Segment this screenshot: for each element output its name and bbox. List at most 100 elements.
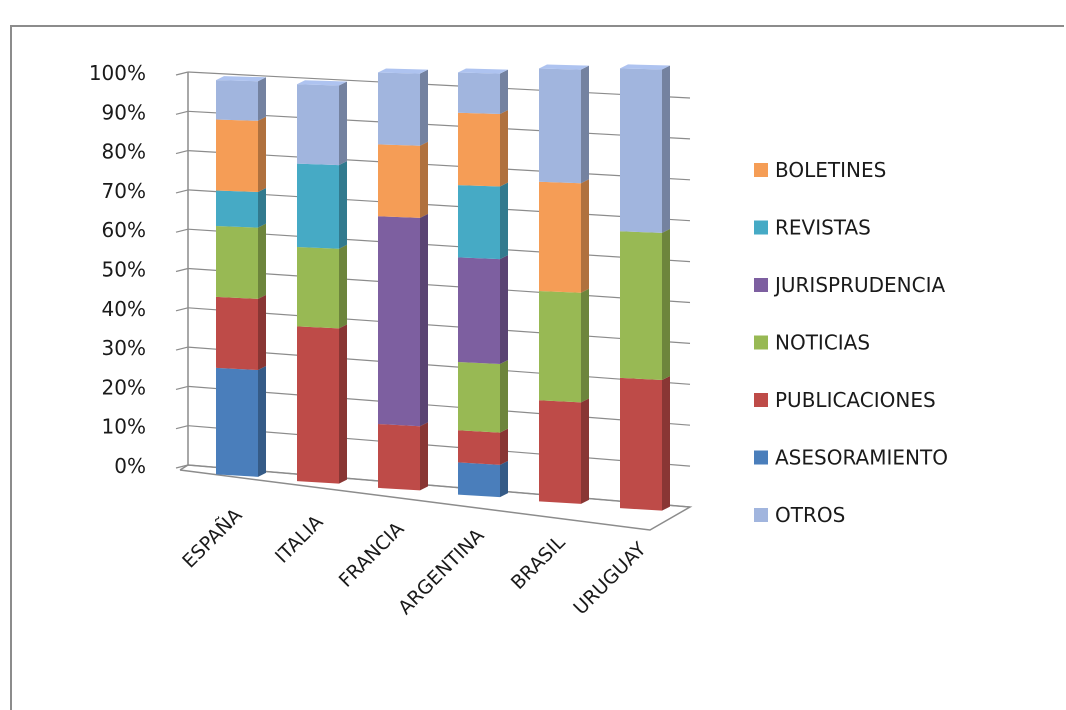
legend-item: JURISPRUDENCIA (754, 273, 945, 297)
bars (216, 64, 670, 511)
bar-segment-side (258, 116, 266, 193)
legend-label: ASESORAMIENTO (775, 446, 948, 470)
bar-segment-front (539, 290, 581, 403)
bar-segment-side (581, 65, 589, 184)
bar-segment-side (258, 188, 266, 228)
bar-top-face (216, 76, 266, 82)
bar-segment-side (420, 422, 428, 491)
y-tick-label: 80% (102, 140, 146, 164)
legend-item: ASESORAMIENTO (754, 446, 948, 470)
bar-segment-side (662, 228, 670, 380)
bar-segment-side (500, 109, 508, 187)
legend: BOLETINES REVISTAS JURISPRUDENCIA NOTICIAS P… (754, 158, 948, 527)
bar-segment-side (339, 81, 347, 166)
bar-segment-side (500, 428, 508, 465)
bar-segment-side (500, 69, 508, 114)
gridline (187, 267, 691, 304)
y-tick-label: 50% (102, 258, 146, 282)
bar-stack (378, 68, 428, 491)
legend-label: JURISPRUDENCIA (773, 273, 945, 297)
x-category-label: ARGENTINA (394, 525, 488, 619)
gridline (187, 346, 691, 385)
gridline (187, 228, 691, 263)
legend-item: NOTICIAS (754, 331, 870, 355)
gridline-edge (175, 189, 189, 194)
bar-segment-side (500, 460, 508, 498)
bar-segment-side (500, 255, 508, 365)
bar-segment-front (216, 80, 258, 121)
legend-item: PUBLICACIONES (754, 388, 936, 412)
y-tick-label: 70% (102, 179, 146, 203)
bar-segment-front (216, 119, 258, 193)
bar-segment-side (581, 179, 589, 293)
legend-swatch (754, 163, 768, 177)
legend-swatch (754, 393, 768, 407)
gridline (187, 150, 691, 181)
legend-swatch (754, 508, 768, 522)
y-axis-tick-labels: 0% 10% 20% 30% 40% 50% 60% 70% 80% 90% 100% (89, 61, 146, 478)
bar-top-face (458, 68, 508, 74)
bar-top-face (297, 80, 347, 86)
bar-segment-side (581, 288, 589, 403)
y-tick-label: 100% (89, 61, 146, 85)
bar-segment-front (458, 257, 500, 365)
gridline-edge (175, 150, 189, 155)
gridline-edge (175, 385, 189, 390)
bar-segment-front (458, 185, 500, 260)
legend-swatch (754, 220, 768, 235)
y-tick-label: 10% (102, 415, 146, 439)
gridline-edge (175, 267, 189, 273)
legend-swatch (754, 335, 768, 350)
bar-segment-front (378, 144, 420, 218)
gridline-edge (175, 110, 189, 115)
bar-segment-front (458, 72, 500, 114)
legend-item: REVISTAS (754, 216, 871, 240)
x-category-label: BRASIL (507, 531, 570, 594)
y-tick-label: 20% (102, 375, 146, 399)
bar-segment-front (620, 377, 662, 511)
bar-stack (539, 64, 589, 504)
gridline (187, 307, 691, 344)
bar-stack (216, 76, 266, 477)
gridline (187, 71, 691, 99)
gridline (187, 189, 691, 222)
x-category-label: URUGUAY (569, 538, 650, 619)
legend-label: OTROS (775, 503, 845, 527)
legend-label: PUBLICACIONES (775, 388, 936, 412)
x-category-label: ESPAÑA (178, 504, 247, 573)
gridline-edge (175, 307, 189, 312)
x-category-label: ITALIA (271, 511, 328, 568)
gridline-edge (175, 425, 189, 430)
bar-segment-side (258, 294, 266, 371)
bar-segment-front (539, 400, 581, 504)
gridline-edge (175, 228, 189, 233)
bar-segment-front (216, 190, 258, 228)
legend-label: REVISTAS (775, 216, 871, 240)
bar-segment-front (378, 423, 420, 491)
chart-frame (10, 25, 1064, 710)
y-tick-label: 60% (102, 218, 146, 242)
gridline (187, 425, 691, 467)
bar-top-face (539, 64, 589, 70)
legend-label: BOLETINES (775, 158, 886, 182)
bar-segment-front (216, 367, 258, 477)
gridline (187, 385, 691, 426)
bar-top-face (378, 68, 428, 74)
gridline (187, 464, 691, 508)
bar-segment-front (539, 181, 581, 293)
bar-segment-front (378, 216, 420, 427)
bar-segment-front (297, 246, 339, 329)
bar-segment-side (581, 398, 589, 504)
y-tick-label: 90% (102, 100, 146, 124)
bar-segment-side (662, 375, 670, 511)
bar-segment-side (258, 77, 266, 121)
gridline-edge (175, 71, 189, 76)
gridlines (175, 71, 691, 508)
bar-stack (620, 64, 670, 511)
gridline-edge (175, 464, 189, 469)
bar-segment-side (258, 223, 266, 299)
bar-segment-side (662, 65, 670, 233)
legend-swatch (754, 278, 768, 292)
bar-segment-front (216, 296, 258, 371)
